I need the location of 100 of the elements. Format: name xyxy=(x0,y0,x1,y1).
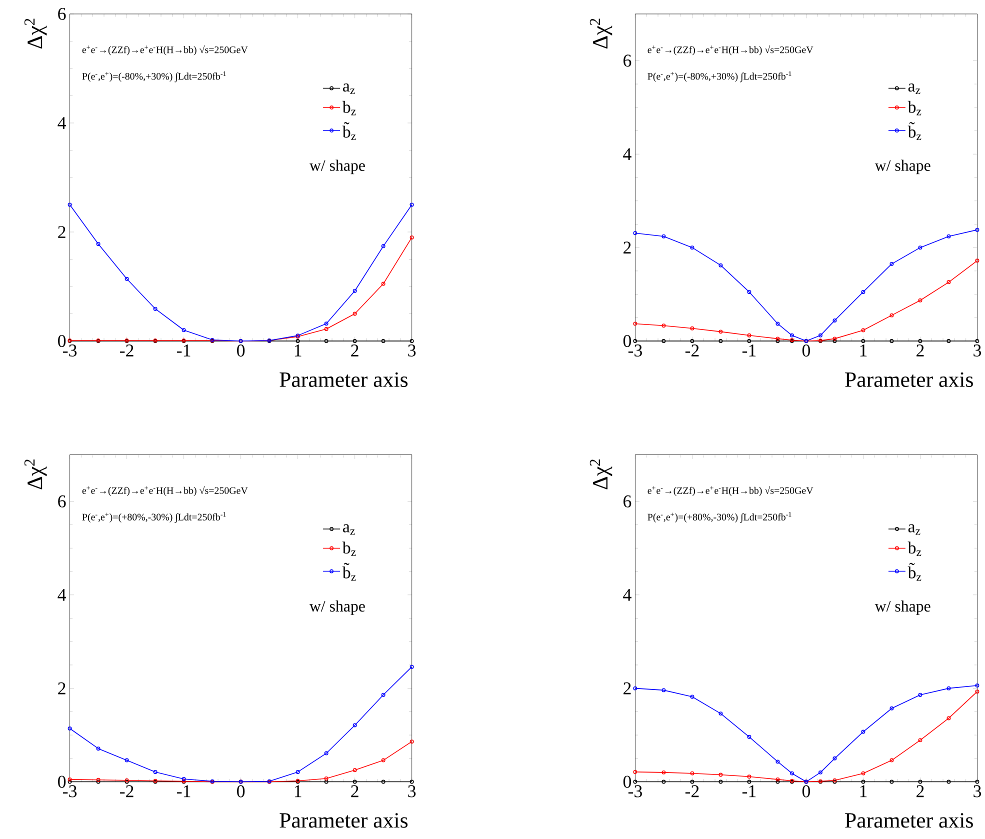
point xyxy=(662,339,666,344)
y-tick-label: 6 xyxy=(624,54,632,67)
point xyxy=(776,760,780,764)
point xyxy=(747,290,752,294)
point xyxy=(776,339,780,344)
point xyxy=(890,780,894,784)
annotation: w/ shape xyxy=(309,600,365,616)
point xyxy=(124,277,129,282)
point xyxy=(832,756,837,761)
point xyxy=(747,780,752,784)
point xyxy=(690,326,694,331)
legend-label: b$_{z}$ xyxy=(342,542,356,556)
point xyxy=(381,758,386,762)
y-tick-label: 4 xyxy=(623,148,632,160)
x-axis-title: Parameter axis xyxy=(845,372,973,388)
point xyxy=(890,314,894,318)
point xyxy=(718,772,723,777)
point xyxy=(946,234,951,239)
x-tick-label: 3 xyxy=(408,344,416,357)
point xyxy=(324,780,328,784)
x-tick-label: 3 xyxy=(408,785,416,798)
point xyxy=(718,330,723,334)
annotation: P(e$^{-}$,e$^{+}$)=(-80%,+30%) ∫Ldt=250fb$^{-1}$ xyxy=(648,72,792,82)
point xyxy=(918,693,922,698)
point xyxy=(381,339,386,344)
point xyxy=(861,730,866,734)
x-tick-label: 0 xyxy=(802,344,810,357)
x-tick-label: 0 xyxy=(237,785,245,798)
text: e$^{+}$e$^{-}$→(ZZf)→e$^{+}$e$^{-}$H(H→bb) √s=250GeV xyxy=(648,45,814,56)
point xyxy=(747,339,752,344)
y-tick-label: 6 xyxy=(58,496,66,508)
legend-label: a$_{z}$ xyxy=(342,84,355,94)
point xyxy=(861,780,866,784)
point xyxy=(918,738,922,742)
annotation: w/ shape xyxy=(309,160,365,174)
annotation: P(e$^{-}$,e$^{+}$)=(+80%,-30%) ∫Ldt=250fb$^{-1}$ xyxy=(82,512,226,524)
point xyxy=(324,327,328,332)
text: e$^{+}$e$^{-}$→(ZZf)→e$^{+}$e$^{-}$H(H→bb) √s=250GeV xyxy=(648,486,814,496)
point xyxy=(946,339,951,344)
point xyxy=(324,776,328,781)
point xyxy=(946,780,951,784)
legend-label: b̃$_{z}$ xyxy=(908,122,922,140)
point xyxy=(324,751,328,756)
point xyxy=(96,242,100,246)
point xyxy=(662,234,666,239)
point xyxy=(747,735,752,740)
point xyxy=(861,290,866,294)
x-tick-label: 1 xyxy=(860,344,867,357)
point xyxy=(832,336,837,341)
legend-label: b̃$_{z}$ xyxy=(908,563,922,581)
point xyxy=(96,746,100,751)
x-tick-label: -3 xyxy=(63,344,77,357)
point xyxy=(747,334,752,338)
point xyxy=(946,280,951,284)
point xyxy=(861,772,866,776)
x-axis-title: Parameter axis xyxy=(845,813,973,828)
legend-label: b̃$_{z}$ xyxy=(342,122,356,140)
point xyxy=(662,688,666,692)
legend-label: b$_{z}$ xyxy=(342,101,356,116)
point xyxy=(776,322,780,326)
point xyxy=(690,339,694,344)
x-tick-label: 2 xyxy=(916,785,924,798)
legend-label: a$_{z}$ xyxy=(342,524,355,535)
point xyxy=(662,780,666,784)
x-tick-label: -2 xyxy=(120,785,134,798)
point xyxy=(381,244,386,248)
point xyxy=(861,339,866,344)
y-axis-title: Δχ$^{2}$ xyxy=(590,460,612,490)
point xyxy=(718,780,723,784)
point xyxy=(296,339,300,344)
legend-label: a$_{z}$ xyxy=(908,524,920,535)
point xyxy=(124,758,129,762)
x-tick-label: -1 xyxy=(742,344,756,357)
x-tick-label: 1 xyxy=(860,785,867,798)
x-tick-label: 0 xyxy=(802,785,810,798)
point xyxy=(182,328,186,332)
legend-label: a$_{z}$ xyxy=(908,84,920,94)
point xyxy=(352,723,357,728)
y-tick-label: 0 xyxy=(623,335,632,348)
point xyxy=(790,334,794,338)
point xyxy=(918,298,922,303)
point xyxy=(832,339,837,344)
y-tick-label: 0 xyxy=(58,335,66,348)
point xyxy=(946,716,951,720)
legend-label: b$_{z}$ xyxy=(908,542,922,556)
point xyxy=(324,322,328,326)
point xyxy=(381,282,386,286)
y-tick-label: 2 xyxy=(58,226,66,238)
annotation: P(e$^{-}$,e$^{+}$)=(+80%,-30%) ∫Ldt=250fb$^{-1}$ xyxy=(648,512,792,524)
point xyxy=(718,339,723,344)
y-axis-title: Δχ$^{2}$ xyxy=(590,18,612,49)
y-tick-label: 6 xyxy=(624,496,632,508)
point xyxy=(747,774,752,779)
x-tick-label: 1 xyxy=(294,344,302,357)
text: e$^{+}$e$^{-}$→(ZZf)→e$^{+}$e$^{-}$H(H→bb) √s=250GeV xyxy=(82,45,248,56)
x-tick-label: 3 xyxy=(974,785,981,798)
y-tick-label: 0 xyxy=(623,776,632,788)
point xyxy=(918,246,922,250)
point xyxy=(918,780,922,784)
y-tick-label: 2 xyxy=(58,682,66,694)
